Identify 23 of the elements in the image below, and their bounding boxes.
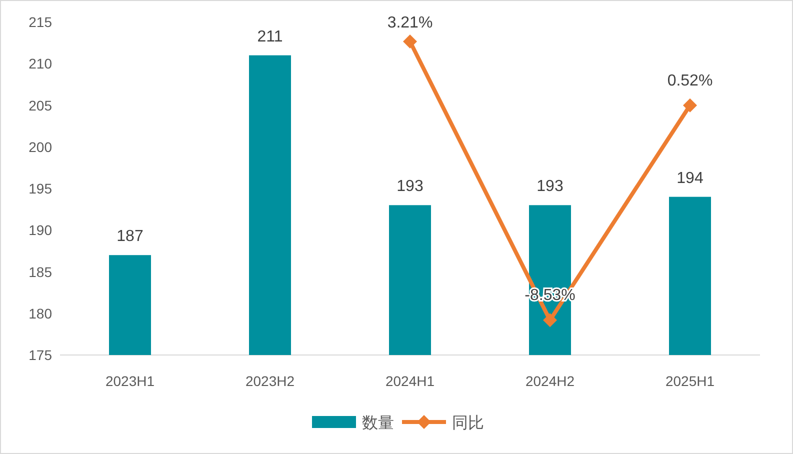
y-tick-label: 215 (28, 14, 52, 30)
x-tick-label: 2023H2 (245, 373, 295, 389)
y-tick-label: 185 (28, 264, 52, 280)
data-label: 193 (536, 178, 564, 196)
data-label: 211 (257, 28, 283, 46)
x-tick-label: 2025H1 (665, 373, 715, 389)
y-tick-label: 195 (28, 180, 52, 196)
y-tick-label: 175 (28, 347, 52, 363)
data-label: 193 (396, 178, 424, 196)
y-tick-label: 205 (28, 97, 52, 114)
data-label: 194 (676, 170, 704, 187)
y-tick-label: 190 (28, 222, 52, 238)
x-tick-label: 2023H1 (105, 373, 155, 389)
x-tick-label: 2024H2 (525, 373, 575, 389)
y-tick-label: 180 (28, 305, 52, 322)
y-tick-label: 200 (28, 138, 52, 155)
data-label: 187 (116, 228, 144, 246)
legend-label: 数量 (362, 415, 394, 432)
x-tick-label: 2024H1 (385, 373, 435, 389)
y-tick-label: 210 (28, 56, 52, 72)
legend-label: 同比 (452, 414, 484, 432)
data-label: 0.52% (667, 72, 713, 90)
data-label: 3.21% (387, 14, 433, 32)
